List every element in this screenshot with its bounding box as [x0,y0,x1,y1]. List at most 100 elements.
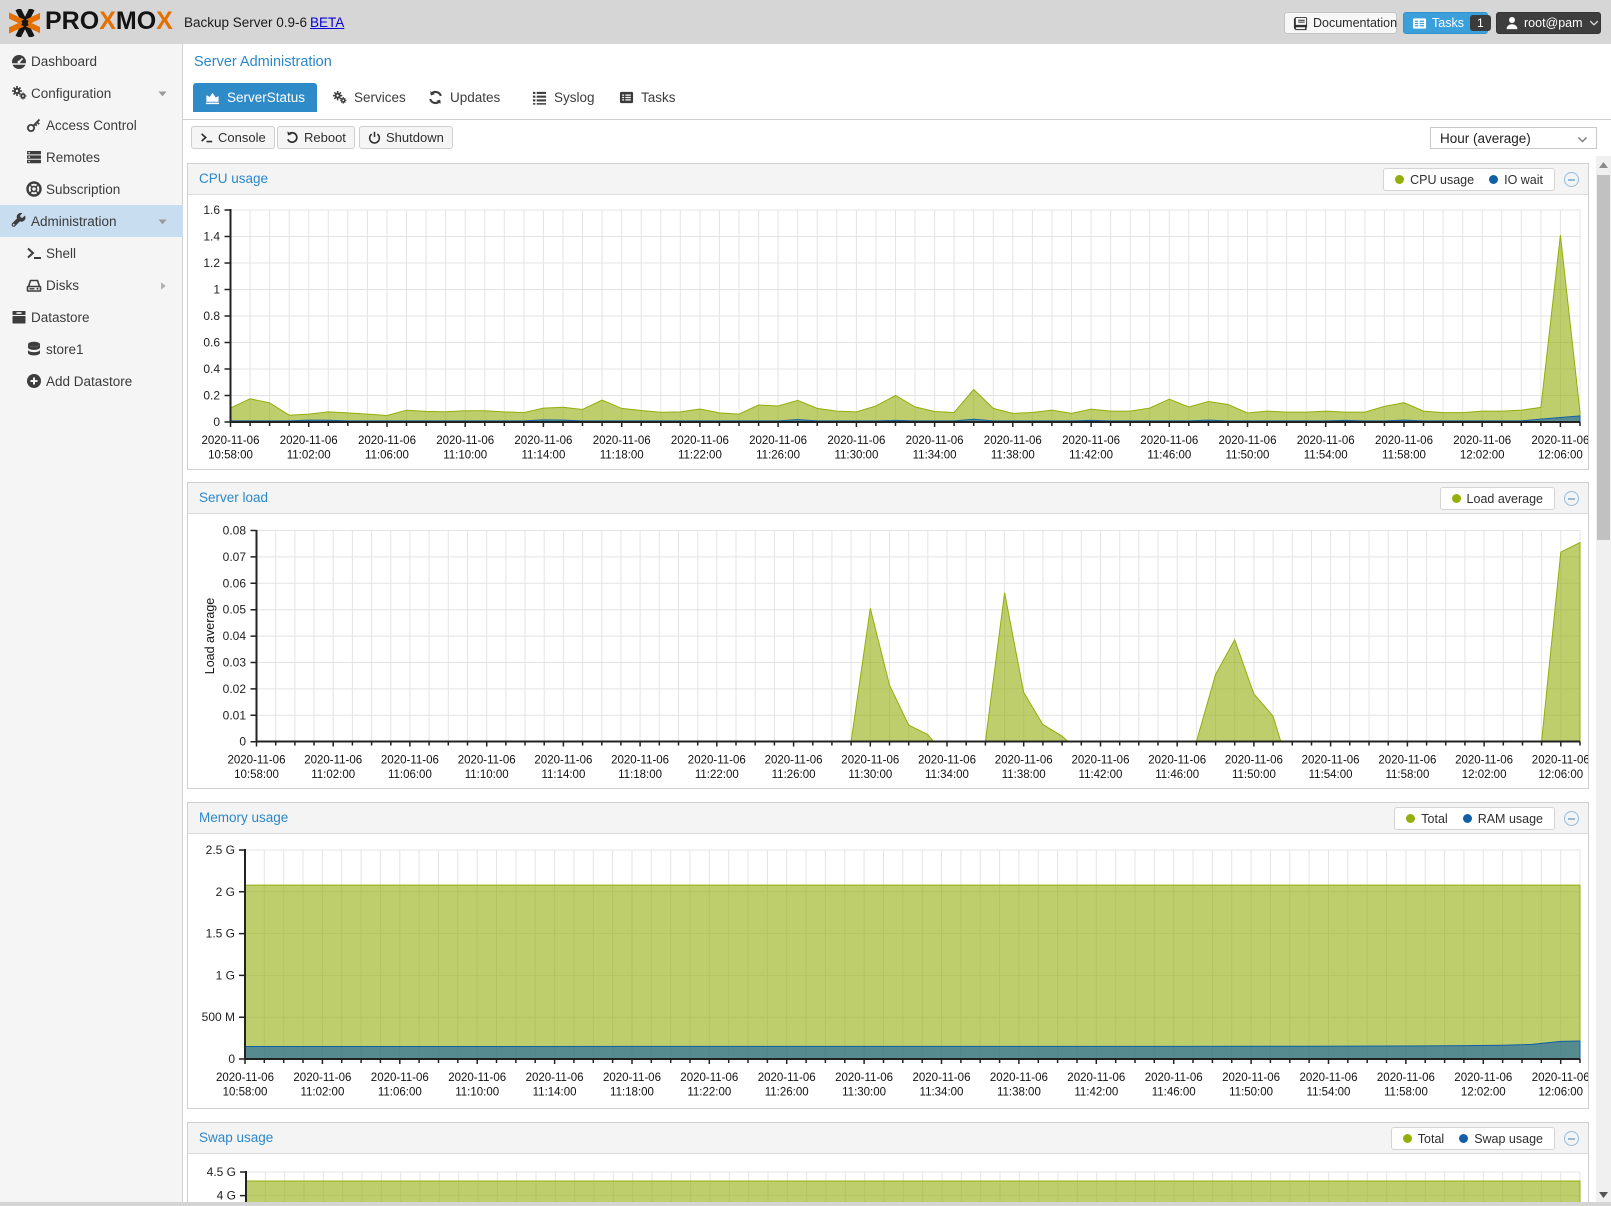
svg-text:0.04: 0.04 [223,629,247,643]
svg-text:2020-11-06: 2020-11-06 [671,435,729,447]
svg-text:2020-11-06: 2020-11-06 [680,1072,738,1084]
svg-text:2020-11-06: 2020-11-06 [1455,755,1513,767]
svg-text:11:42:00: 11:42:00 [1074,1087,1118,1099]
svg-text:2020-11-06: 2020-11-06 [1148,755,1206,767]
svg-text:11:06:00: 11:06:00 [388,769,432,781]
svg-text:2020-11-06: 2020-11-06 [1375,435,1433,447]
svg-text:11:06:00: 11:06:00 [365,450,409,462]
svg-text:2020-11-06: 2020-11-06 [1072,755,1130,767]
svg-text:1: 1 [213,283,220,297]
svg-text:2020-11-06: 2020-11-06 [436,435,494,447]
svg-text:2020-11-06: 2020-11-06 [1140,435,1198,447]
svg-text:11:46:00: 11:46:00 [1155,769,1199,781]
svg-text:1.6: 1.6 [203,203,220,217]
svg-text:11:10:00: 11:10:00 [443,450,487,462]
svg-text:2020-11-06: 2020-11-06 [603,1072,661,1084]
svg-text:10:58:00: 10:58:00 [208,450,253,462]
svg-text:2020-11-06: 2020-11-06 [593,435,651,447]
svg-text:0.05: 0.05 [223,603,247,617]
svg-text:2020-11-06: 2020-11-06 [534,755,592,767]
svg-text:11:30:00: 11:30:00 [834,450,878,462]
svg-text:11:50:00: 11:50:00 [1226,450,1270,462]
svg-text:2020-11-06: 2020-11-06 [990,1072,1048,1084]
svg-text:11:22:00: 11:22:00 [687,1087,731,1099]
svg-text:11:30:00: 11:30:00 [842,1087,886,1099]
svg-text:2020-11-06: 2020-11-06 [458,755,516,767]
svg-text:12:06:00: 12:06:00 [1538,450,1583,462]
svg-text:2020-11-06: 2020-11-06 [1377,1072,1435,1084]
svg-text:2020-11-06: 2020-11-06 [1219,435,1277,447]
svg-text:2020-11-06: 2020-11-06 [611,755,669,767]
svg-text:0.6: 0.6 [203,336,220,350]
svg-text:4 G: 4 G [217,1189,236,1203]
svg-text:11:58:00: 11:58:00 [1384,1087,1428,1099]
svg-text:11:14:00: 11:14:00 [521,450,565,462]
svg-text:11:38:00: 11:38:00 [991,450,1035,462]
svg-text:11:54:00: 11:54:00 [1304,450,1348,462]
svg-text:11:18:00: 11:18:00 [600,450,644,462]
svg-text:2020-11-06: 2020-11-06 [293,1072,351,1084]
svg-text:11:18:00: 11:18:00 [618,769,662,781]
svg-text:2020-11-06: 2020-11-06 [1222,1072,1280,1084]
svg-text:2020-11-06: 2020-11-06 [1062,435,1120,447]
svg-text:2020-11-06: 2020-11-06 [827,435,885,447]
svg-text:11:26:00: 11:26:00 [765,1087,809,1099]
svg-text:0: 0 [228,1052,235,1066]
svg-text:2020-11-06: 2020-11-06 [304,755,362,767]
svg-text:2020-11-06: 2020-11-06 [381,755,439,767]
svg-text:0.8: 0.8 [203,309,220,323]
svg-text:2020-11-06: 2020-11-06 [1225,755,1283,767]
svg-text:11:50:00: 11:50:00 [1229,1087,1273,1099]
svg-text:2020-11-06: 2020-11-06 [514,435,572,447]
svg-text:2.5 G: 2.5 G [206,843,235,857]
svg-text:11:22:00: 11:22:00 [678,450,722,462]
svg-text:12:06:00: 12:06:00 [1538,1087,1583,1099]
svg-text:11:22:00: 11:22:00 [695,769,739,781]
svg-text:2020-11-06: 2020-11-06 [1531,435,1588,447]
svg-text:0.07: 0.07 [223,550,247,564]
svg-text:2020-11-06: 2020-11-06 [228,755,286,767]
svg-text:2020-11-06: 2020-11-06 [526,1072,584,1084]
svg-text:2020-11-06: 2020-11-06 [841,755,899,767]
svg-text:2020-11-06: 2020-11-06 [765,755,823,767]
svg-text:11:58:00: 11:58:00 [1382,450,1426,462]
svg-text:11:06:00: 11:06:00 [378,1087,422,1099]
svg-text:11:30:00: 11:30:00 [848,769,892,781]
svg-text:11:14:00: 11:14:00 [533,1087,577,1099]
svg-text:11:18:00: 11:18:00 [610,1087,654,1099]
svg-text:500 M: 500 M [202,1010,235,1024]
svg-text:1 G: 1 G [216,968,235,982]
svg-text:11:42:00: 11:42:00 [1079,769,1123,781]
svg-text:1.4: 1.4 [203,230,220,244]
svg-text:2020-11-06: 2020-11-06 [202,435,260,447]
svg-text:2020-11-06: 2020-11-06 [1378,755,1436,767]
svg-text:2020-11-06: 2020-11-06 [913,1072,971,1084]
svg-text:2020-11-06: 2020-11-06 [1532,1072,1588,1084]
svg-text:4.5 G: 4.5 G [207,1165,236,1179]
svg-text:0: 0 [239,735,246,749]
svg-text:2020-11-06: 2020-11-06 [1453,435,1511,447]
svg-text:0: 0 [213,415,220,429]
svg-text:11:54:00: 11:54:00 [1307,1087,1351,1099]
svg-text:11:02:00: 11:02:00 [311,769,355,781]
svg-text:11:02:00: 11:02:00 [300,1087,344,1099]
svg-text:2020-11-06: 2020-11-06 [1532,755,1588,767]
svg-text:2020-11-06: 2020-11-06 [906,435,964,447]
svg-text:11:14:00: 11:14:00 [541,769,585,781]
svg-text:1.2: 1.2 [203,256,220,270]
svg-text:2020-11-06: 2020-11-06 [1454,1072,1512,1084]
svg-text:11:26:00: 11:26:00 [772,769,816,781]
svg-text:11:34:00: 11:34:00 [925,769,969,781]
svg-text:0.02: 0.02 [223,682,247,696]
svg-text:2020-11-06: 2020-11-06 [1145,1072,1203,1084]
svg-text:11:42:00: 11:42:00 [1069,450,1113,462]
svg-text:10:58:00: 10:58:00 [234,769,279,781]
svg-text:2020-11-06: 2020-11-06 [216,1072,274,1084]
svg-text:10:58:00: 10:58:00 [223,1087,268,1099]
svg-text:2020-11-06: 2020-11-06 [358,435,416,447]
svg-text:2020-11-06: 2020-11-06 [688,755,746,767]
svg-text:12:02:00: 12:02:00 [1461,1087,1506,1099]
svg-text:2020-11-06: 2020-11-06 [1300,1072,1358,1084]
svg-text:2020-11-06: 2020-11-06 [918,755,976,767]
svg-text:2020-11-06: 2020-11-06 [1297,435,1355,447]
